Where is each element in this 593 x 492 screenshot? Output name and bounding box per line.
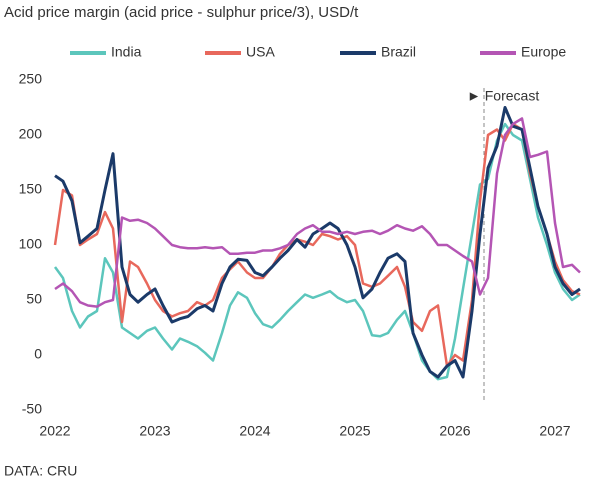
x-tick-label: 2026 [439,423,470,439]
series-line [53,122,581,381]
y-tick-label: 50 [26,291,42,307]
source: DATA: CRU [4,463,77,479]
y-tick-label: 100 [19,236,43,252]
y-tick-label: 250 [19,71,43,87]
legend-label: Europe [521,44,566,60]
y-tick-label: 0 [34,346,42,362]
series-line [54,106,581,379]
x-tick-label: 2027 [539,423,570,439]
forecast-label: ► Forecast [467,88,539,104]
series-line [54,117,581,308]
x-tick-label: 2022 [39,423,70,439]
y-tick-label: 200 [19,126,43,142]
chart-title: Acid price margin (acid price - sulphur … [4,4,359,21]
y-tick-label: -50 [22,401,42,417]
legend-label: Brazil [381,44,416,60]
series-line [53,122,581,368]
y-tick-label: 150 [19,181,43,197]
x-tick-label: 2024 [239,423,270,439]
x-tick-label: 2025 [339,423,370,439]
legend-label: India [111,44,142,60]
x-tick-label: 2023 [139,423,170,439]
legend-label: USA [246,44,275,60]
